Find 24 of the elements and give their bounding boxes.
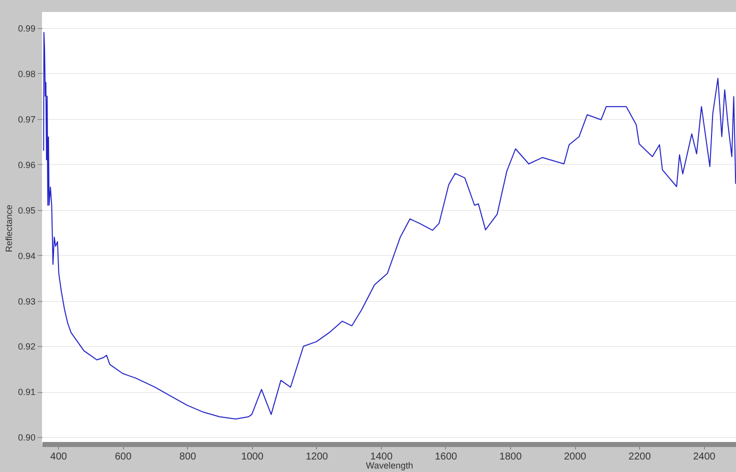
x-tick-label: 1000 — [241, 452, 264, 462]
line-series — [43, 32, 736, 420]
y-tick-label: 0.94 — [18, 250, 36, 261]
x-tick-label: 1800 — [499, 452, 522, 462]
y-tick-label: 0.97 — [18, 114, 36, 124]
x-tick-label: 2000 — [564, 452, 587, 462]
x-tick-label: 2200 — [628, 452, 652, 462]
x-tick-label: 1600 — [434, 452, 458, 462]
x-tick-label: 1400 — [370, 452, 393, 462]
y-tick-label: 0.98 — [18, 68, 36, 79]
y-tick-label: 0.90 — [18, 432, 36, 443]
y-tick-label: 0.92 — [18, 342, 36, 352]
x-tick-label: 1200 — [306, 452, 328, 462]
y-tick-label: 0.99 — [18, 23, 36, 34]
y-tick-label: 0.95 — [18, 205, 36, 216]
x-tick-label: 800 — [179, 452, 197, 462]
y-tick-label: 0.96 — [18, 160, 36, 170]
y-tick-label: 0.91 — [18, 387, 36, 398]
y-axis-title: Reflectance — [4, 204, 14, 252]
x-tick-label: 600 — [114, 452, 132, 462]
x-tick-label: 2400 — [693, 452, 716, 462]
x-tick-label: 400 — [50, 452, 68, 462]
y-tick-label: 0.93 — [18, 296, 36, 306]
x-axis-title: Wavelength — [366, 460, 414, 470]
